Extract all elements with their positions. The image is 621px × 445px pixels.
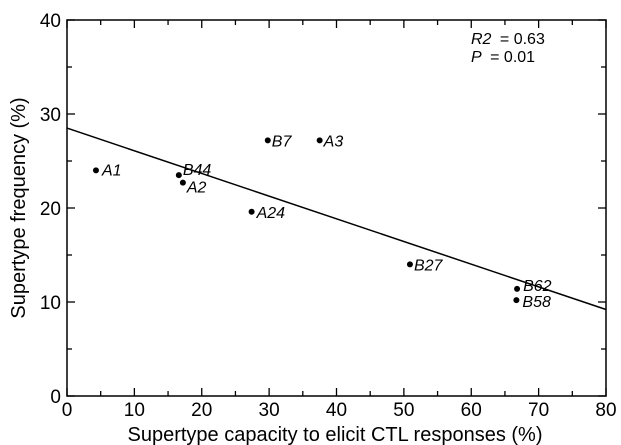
y-tick-label: 10 <box>40 293 61 314</box>
data-points <box>92 137 521 304</box>
y-axis-title: Supertype frequency (%) <box>8 97 30 318</box>
data-point-b7 <box>264 137 271 144</box>
point-label-b58: B58 <box>522 294 551 311</box>
point-label-a3: A3 <box>323 133 344 150</box>
p-value: = 0.01 <box>490 49 535 66</box>
x-tick-label: 70 <box>528 400 549 421</box>
point-label-a24: A24 <box>256 205 286 222</box>
plot-frame <box>66 19 607 397</box>
x-tick-label: 80 <box>595 400 616 421</box>
point-label-b27: B27 <box>414 257 444 274</box>
point-label-a1: A1 <box>101 162 122 179</box>
y-tick-label: 0 <box>50 387 61 408</box>
x-tick-label: 30 <box>259 400 280 421</box>
p-annotation: P = 0.01 <box>471 49 535 66</box>
data-point-a2 <box>179 179 186 186</box>
r2-label: R2 <box>471 31 492 48</box>
point-label-a2: A2 <box>186 180 207 197</box>
regression-line-group <box>66 127 607 311</box>
x-tick-label: 60 <box>461 400 482 421</box>
r2-value: = 0.63 <box>500 31 545 48</box>
data-point-b44 <box>175 172 182 179</box>
axes: 0 10 20 30 40 50 60 70 80 0 10 20 30 40 <box>40 11 617 421</box>
x-axis-title: Supertype capacity to elicit CTL respons… <box>128 424 543 445</box>
point-label-b44: B44 <box>183 162 212 179</box>
x-tick-label: 50 <box>393 400 414 421</box>
data-point-a1 <box>92 167 99 174</box>
x-tick-label: 20 <box>191 400 212 421</box>
data-point-b58 <box>513 297 520 304</box>
point-label-b7: B7 <box>272 133 293 150</box>
y-tick-label: 40 <box>40 11 61 32</box>
data-point-b27 <box>406 261 413 268</box>
p-label: P <box>471 49 482 66</box>
data-point-a3 <box>316 137 323 144</box>
y-tick-label: 20 <box>40 199 61 220</box>
x-tick-label: 40 <box>326 400 347 421</box>
data-point-b62 <box>514 285 521 292</box>
x-tick-label: 0 <box>62 400 73 421</box>
regression-line <box>66 127 607 311</box>
data-point-a24 <box>248 208 255 215</box>
y-tick-label: 30 <box>40 105 61 126</box>
x-tick-label: 10 <box>124 400 145 421</box>
point-label-b62: B62 <box>523 278 552 295</box>
r2-annotation: R2 = 0.63 <box>471 31 545 48</box>
